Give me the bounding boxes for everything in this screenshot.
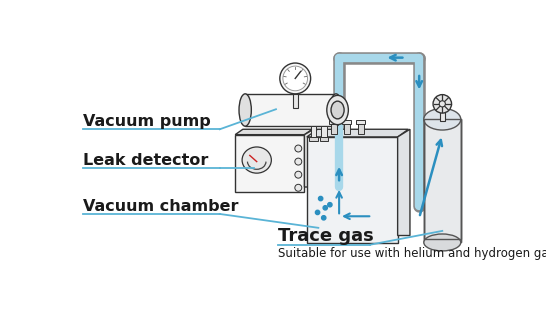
Text: Vacuum pump: Vacuum pump [84, 114, 211, 129]
Circle shape [295, 158, 302, 165]
Bar [307, 137, 397, 243]
Bar [440, 105, 446, 121]
Circle shape [318, 196, 323, 201]
Circle shape [323, 206, 328, 210]
Bar [358, 123, 364, 134]
Circle shape [322, 216, 326, 220]
Bar [356, 120, 365, 124]
Ellipse shape [239, 94, 251, 126]
Bar [342, 120, 352, 124]
Bar [329, 120, 339, 124]
Bar [331, 123, 337, 134]
Bar [322, 126, 327, 137]
Circle shape [295, 171, 302, 178]
Bar [311, 126, 316, 137]
Polygon shape [307, 129, 408, 137]
Circle shape [433, 95, 452, 113]
Bar [424, 119, 461, 243]
Text: Suitable for use with helium and hydrogen gases: Suitable for use with helium and hydroge… [277, 247, 546, 260]
Text: Leak detector: Leak detector [84, 153, 209, 168]
Text: Trace gas: Trace gas [277, 227, 373, 245]
Bar [235, 135, 305, 192]
Bar [344, 123, 350, 134]
Bar [320, 137, 328, 141]
Text: Vacuum chamber: Vacuum chamber [84, 199, 239, 214]
Bar [293, 78, 298, 92]
Polygon shape [397, 129, 410, 236]
Bar [309, 137, 318, 141]
Circle shape [295, 184, 302, 191]
Circle shape [316, 210, 320, 215]
Ellipse shape [330, 94, 342, 126]
Circle shape [295, 145, 302, 152]
Bar [245, 94, 336, 126]
Ellipse shape [242, 147, 271, 173]
Bar [424, 119, 461, 239]
Circle shape [283, 66, 307, 91]
Ellipse shape [331, 101, 344, 119]
Bar [293, 94, 298, 108]
Circle shape [439, 101, 446, 107]
Circle shape [328, 203, 332, 207]
Ellipse shape [327, 95, 348, 124]
Polygon shape [305, 129, 314, 187]
Ellipse shape [424, 234, 461, 251]
Circle shape [280, 63, 311, 94]
Polygon shape [235, 129, 312, 135]
Ellipse shape [424, 108, 461, 130]
